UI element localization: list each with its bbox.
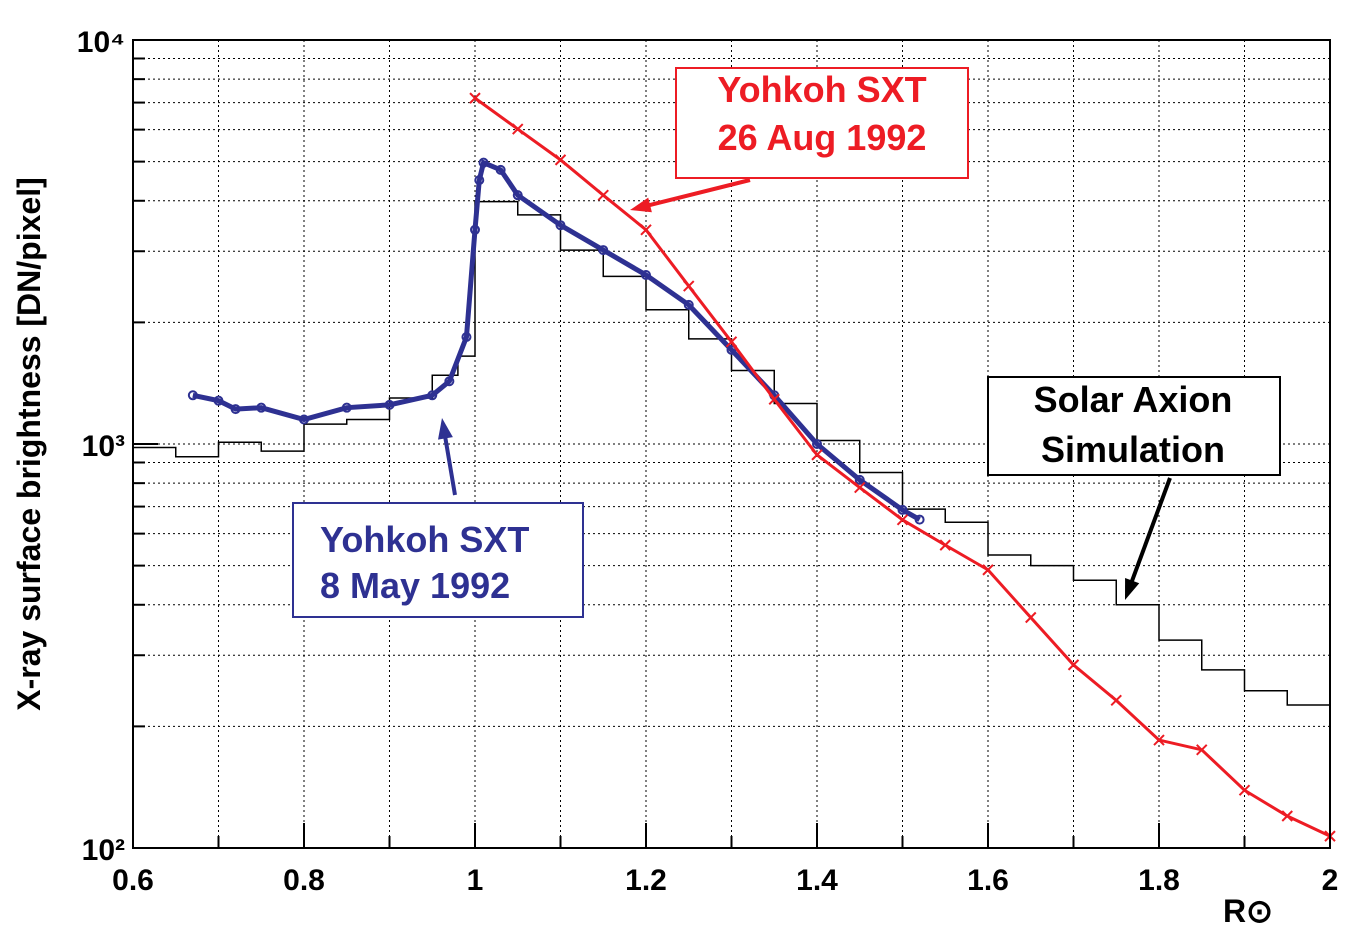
marker [640, 224, 652, 236]
y-tick-label: 10⁴ [77, 26, 125, 59]
annotation-box [675, 67, 969, 179]
arrow-head [630, 197, 652, 213]
marker [1281, 810, 1293, 822]
marker [469, 92, 481, 104]
marker [854, 481, 866, 494]
marker [1067, 659, 1080, 671]
marker [554, 154, 567, 166]
marker [897, 504, 908, 515]
marker [896, 514, 909, 526]
marker [812, 439, 822, 449]
x-tick-label: 1.4 [796, 864, 838, 897]
marker [768, 393, 780, 406]
x-tick-label: 1.2 [625, 864, 667, 897]
annotation-text: Solar Axion [1034, 379, 1233, 420]
annotation-arrow [441, 427, 457, 496]
marker [939, 539, 951, 551]
marker [1196, 744, 1208, 756]
marker [726, 344, 737, 355]
marker [598, 245, 609, 256]
marker [470, 224, 480, 235]
y-axis-label: X-ray surface brightness [DN/pixel] [11, 177, 47, 710]
marker [512, 123, 524, 135]
marker [555, 220, 566, 231]
annotation-box [987, 376, 1281, 476]
marker [384, 399, 395, 410]
marker [1110, 694, 1122, 707]
marker [725, 336, 738, 348]
x-tick-label: 1.8 [1138, 864, 1180, 897]
marker [341, 402, 352, 413]
marker [811, 449, 823, 461]
marker [982, 564, 994, 576]
marker [512, 190, 523, 201]
annotation-arrow [1126, 477, 1172, 592]
marker [683, 280, 695, 292]
marker [1153, 734, 1165, 746]
x-axis-label: R⊙ [1223, 893, 1273, 929]
y-tick-label: 10³ [82, 430, 125, 463]
marker [230, 404, 241, 415]
x-tick-label: 2 [1322, 864, 1339, 897]
marker [444, 376, 455, 387]
marker [495, 164, 506, 175]
annotation-box [292, 502, 584, 618]
marker [461, 332, 472, 343]
x-tick-label: 0.8 [283, 864, 325, 897]
plot-frame [132, 39, 1331, 849]
marker [256, 402, 267, 413]
marker [641, 270, 651, 281]
marker [299, 414, 309, 425]
annotation-text: Yohkoh SXT [320, 519, 529, 560]
marker [854, 474, 865, 485]
annotation-arrow [639, 178, 751, 210]
x-tick-label: 1.6 [967, 864, 1009, 897]
marker [683, 299, 694, 310]
marker [474, 175, 485, 186]
series-line [133, 200, 1331, 731]
arrow-head [438, 418, 453, 440]
x-tick-label: 1 [467, 864, 484, 897]
marker [213, 395, 224, 406]
marker [597, 189, 609, 201]
y-tick-label: 10² [82, 834, 125, 867]
marker [1238, 784, 1251, 796]
annotation-text: 26 Aug 1992 [718, 117, 927, 158]
marker [1025, 611, 1037, 624]
x-tick-label: 0.6 [112, 864, 154, 897]
series-line [192, 159, 921, 522]
marker [478, 157, 489, 168]
marker [187, 390, 198, 401]
annotation-text: 8 May 1992 [320, 565, 510, 606]
annotation-text: Simulation [1041, 429, 1225, 470]
marker [427, 390, 438, 401]
annotation-text: Yohkoh SXT [717, 69, 926, 110]
arrow-head [1125, 578, 1140, 600]
marker [914, 514, 925, 525]
